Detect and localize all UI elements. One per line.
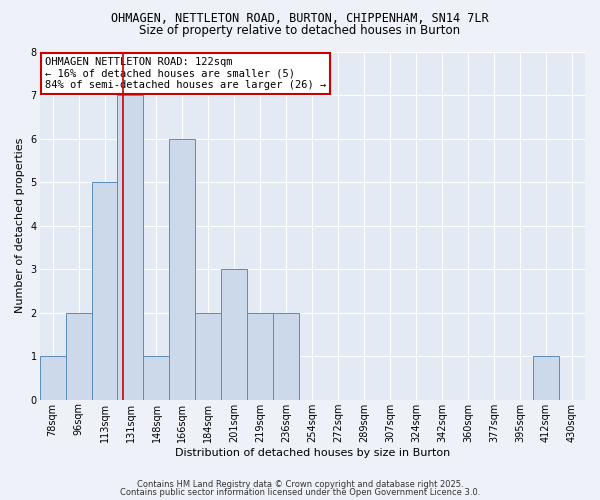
Y-axis label: Number of detached properties: Number of detached properties — [15, 138, 25, 314]
Bar — [247, 312, 274, 400]
Text: Size of property relative to detached houses in Burton: Size of property relative to detached ho… — [139, 24, 461, 37]
Bar — [221, 269, 247, 400]
X-axis label: Distribution of detached houses by size in Burton: Distribution of detached houses by size … — [175, 448, 450, 458]
Bar — [65, 312, 92, 400]
Bar — [533, 356, 559, 400]
Bar — [40, 356, 65, 400]
Bar — [118, 95, 143, 400]
Bar — [92, 182, 118, 400]
Bar — [196, 312, 221, 400]
Text: OHMAGEN, NETTLETON ROAD, BURTON, CHIPPENHAM, SN14 7LR: OHMAGEN, NETTLETON ROAD, BURTON, CHIPPEN… — [111, 12, 489, 26]
Text: Contains public sector information licensed under the Open Government Licence 3.: Contains public sector information licen… — [120, 488, 480, 497]
Text: Contains HM Land Registry data © Crown copyright and database right 2025.: Contains HM Land Registry data © Crown c… — [137, 480, 463, 489]
Bar — [274, 312, 299, 400]
Text: OHMAGEN NETTLETON ROAD: 122sqm
← 16% of detached houses are smaller (5)
84% of s: OHMAGEN NETTLETON ROAD: 122sqm ← 16% of … — [45, 56, 326, 90]
Bar — [169, 138, 196, 400]
Bar — [143, 356, 169, 400]
